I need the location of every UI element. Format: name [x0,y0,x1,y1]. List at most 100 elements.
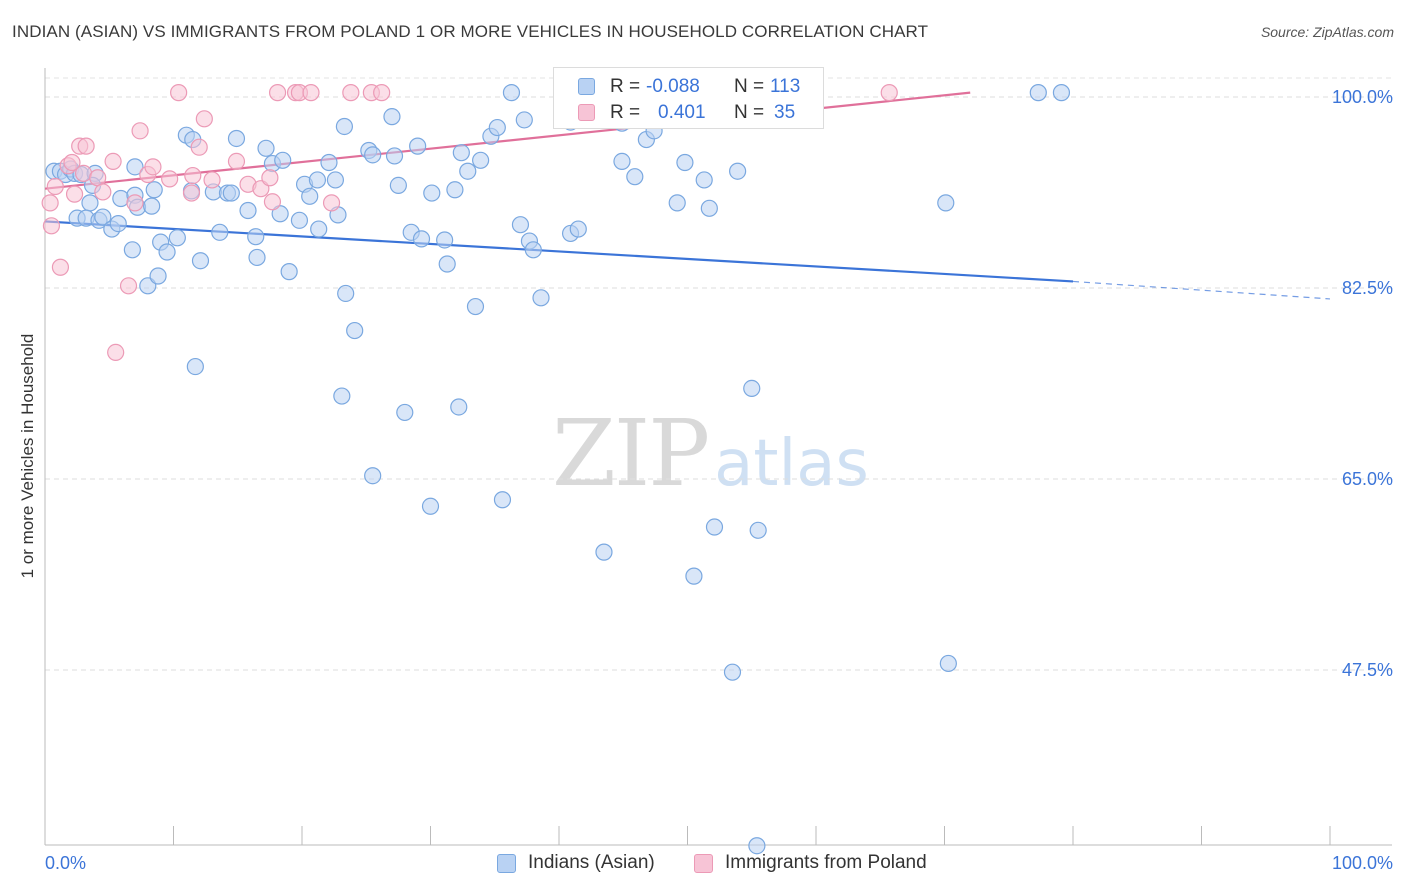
y-tick-label: 82.5% [1342,278,1393,298]
point-indians [438,255,456,273]
point-poland [227,152,246,170]
point-indians [459,162,477,180]
point-indians [310,220,328,238]
x-tick-label: 100.0% [1332,853,1393,873]
point-indians [143,197,161,215]
point-indians [257,139,275,157]
legend-r-label: R = [610,76,641,97]
point-indians [695,171,713,189]
bottom-legend-swatch-indians [497,854,516,873]
point-poland [131,122,149,140]
point-indians [94,208,112,226]
point-poland [302,84,320,102]
point-indians [81,194,99,212]
point-indians [446,181,464,199]
point-indians [412,230,431,248]
point-poland [182,184,201,202]
point-indians [247,228,265,246]
data-points [41,84,1071,855]
point-indians [239,201,257,220]
y-tick-label: 65.0% [1342,469,1393,489]
point-indians [271,205,289,223]
point-indians [668,194,686,212]
point-indians [168,229,186,247]
point-indians [748,837,766,855]
point-poland [89,169,107,187]
point-indians [937,194,955,212]
point-indians [472,151,490,169]
bottom-legend-swatch-poland [694,854,713,873]
point-indians [705,518,724,536]
point-indians [320,153,338,172]
point-indians [613,152,631,170]
legend-r-label: R = [610,102,641,123]
legend-swatch-indians [578,78,595,95]
point-indians [364,146,382,164]
point-indians [186,357,204,376]
point-indians [452,144,470,162]
point-indians [112,189,130,208]
point-indians [337,284,355,303]
point-poland [170,84,188,102]
point-poland [74,164,93,182]
point-indians [290,211,309,229]
point-indians [569,220,587,238]
point-indians [227,129,246,148]
bottom-legend-label-poland: Immigrants from Poland [725,852,927,873]
point-indians [626,168,644,186]
legend-n-value-indians: 113 [770,76,801,97]
y-axis-title: 1 or more Vehicles in Household [18,333,37,579]
point-poland [51,258,70,276]
point-indians [676,153,694,172]
point-indians [723,663,742,681]
point-indians [222,184,240,202]
point-indians [939,654,957,673]
point-indians [1029,84,1047,102]
point-poland [322,194,341,212]
point-poland [880,84,898,102]
point-poland [263,193,282,211]
point-indians [700,199,718,217]
point-indians [729,162,747,180]
point-indians [466,297,485,316]
point-poland [65,185,84,203]
x-tick-label: 0.0% [45,853,86,873]
point-poland [342,84,360,102]
point-indians [274,151,292,169]
point-indians [515,111,533,129]
point-poland [144,158,162,176]
point-poland [203,171,221,189]
y-tick-label: 100.0% [1332,87,1393,107]
tick-labels: 100.0% 82.5% 65.0% 47.5% 0.0% 100.0% [45,87,1393,873]
legend-n-value-poland: 35 [774,102,796,123]
source-label: Source: ZipAtlas.com [1260,24,1394,40]
point-poland [63,153,81,172]
point-indians [524,241,542,259]
point-indians [346,321,364,340]
point-poland [268,84,287,102]
point-indians [126,158,144,176]
point-indians [326,171,345,189]
point-indians [211,223,229,241]
point-indians [385,147,404,165]
chart-title: INDIAN (ASIAN) VS IMMIGRANTS FROM POLAND… [12,22,929,41]
point-indians [308,171,327,189]
point-indians [248,248,266,267]
point-indians [423,184,441,202]
point-indians [396,403,414,422]
point-poland [42,217,61,235]
point-poland [161,170,179,188]
point-indians [532,289,550,307]
point-indians [145,181,163,199]
point-indians [301,187,319,205]
point-indians [493,491,512,509]
point-indians [383,108,401,126]
point-poland [184,166,202,185]
point-indians [450,398,468,416]
trendline-indians-extension [1072,280,1331,300]
point-poland [77,137,95,155]
point-poland [190,138,208,156]
point-poland [373,84,391,102]
point-poland [94,183,112,201]
